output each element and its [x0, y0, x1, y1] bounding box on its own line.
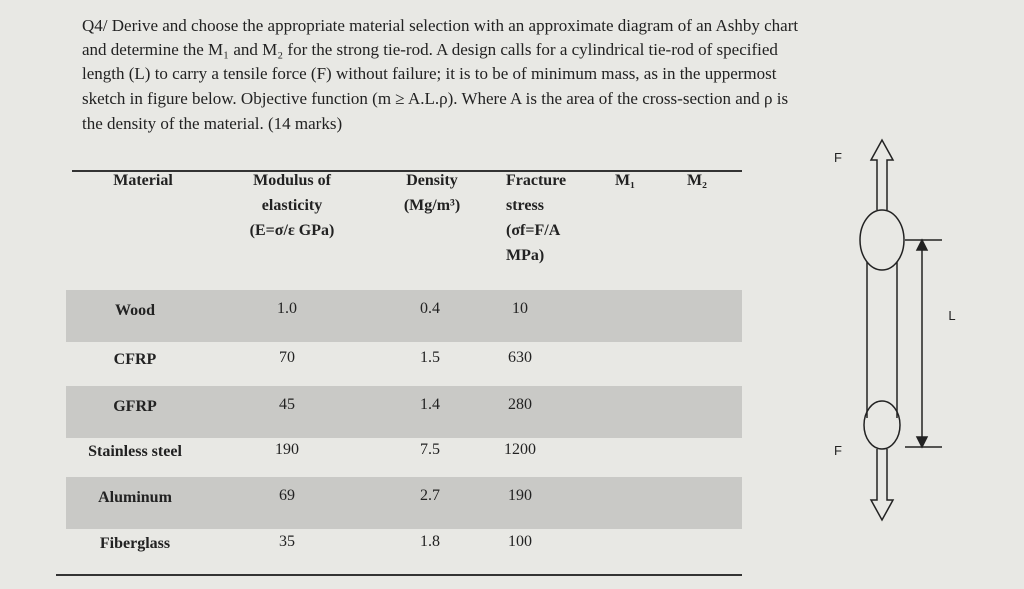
material-name: Stainless steel — [88, 443, 182, 460]
material-name: Aluminum — [98, 489, 172, 506]
question-line: the density of the material. (14 marks) — [82, 114, 343, 133]
material-name: GFRP — [113, 398, 157, 415]
table-top-rule — [72, 170, 742, 172]
cell-value: 280 — [508, 396, 532, 413]
cell-value: 7.5 — [420, 441, 440, 458]
column-header: Fracture — [506, 172, 567, 189]
column-header: Density — [406, 172, 458, 189]
cell-value: 45 — [279, 396, 295, 413]
cell-value: 190 — [508, 487, 532, 504]
cell-value: 35 — [279, 533, 295, 550]
cell-value: 70 — [279, 349, 295, 366]
cell-value: 190 — [275, 441, 299, 458]
material-name: Wood — [114, 302, 156, 319]
column-header: stress — [506, 197, 544, 214]
cell-value: 2.7 — [420, 487, 440, 504]
row-shade — [66, 477, 742, 529]
force-label: F — [834, 443, 842, 458]
material-name: CFRP — [113, 351, 157, 368]
cell-value: 1.5 — [420, 349, 440, 366]
column-header: M₁ — [615, 172, 635, 189]
cell-value: 1.0 — [277, 300, 297, 317]
column-header: Material — [113, 172, 173, 189]
question-line: and determine the M₁ and M₂ for the stro… — [82, 40, 778, 59]
table-bottom-rule — [56, 574, 742, 576]
row-shade — [66, 290, 742, 342]
column-header: MPa) — [506, 247, 545, 264]
question-line: sketch in figure below. Objective functi… — [82, 89, 789, 108]
cell-value: 10 — [512, 300, 528, 317]
column-header: (σf=F/A — [506, 222, 561, 239]
question-line: Q4/ Derive and choose the appropriate ma… — [82, 16, 799, 35]
question-line: length (L) to carry a tensile force (F) … — [82, 64, 777, 83]
cell-value: 69 — [279, 487, 295, 504]
column-header: elasticity — [261, 197, 323, 214]
cell-value: 100 — [508, 533, 532, 550]
cell-value: 0.4 — [420, 300, 440, 317]
force-label: F — [834, 150, 842, 165]
tie-rod-sketch — [859, 138, 942, 522]
column-header: M₂ — [687, 172, 707, 189]
cell-value: 1.8 — [420, 533, 440, 550]
column-header: (Mg/m³) — [403, 197, 461, 214]
column-header: (E=σ/ε GPa) — [249, 222, 335, 239]
cell-value: 1200 — [504, 441, 536, 458]
cell-value: 1.4 — [420, 396, 440, 413]
material-name: Fiberglass — [99, 535, 171, 552]
length-label: L — [948, 308, 955, 323]
row-shade — [66, 386, 742, 438]
column-header: Modulus of — [253, 172, 331, 189]
cell-value: 630 — [508, 349, 532, 366]
